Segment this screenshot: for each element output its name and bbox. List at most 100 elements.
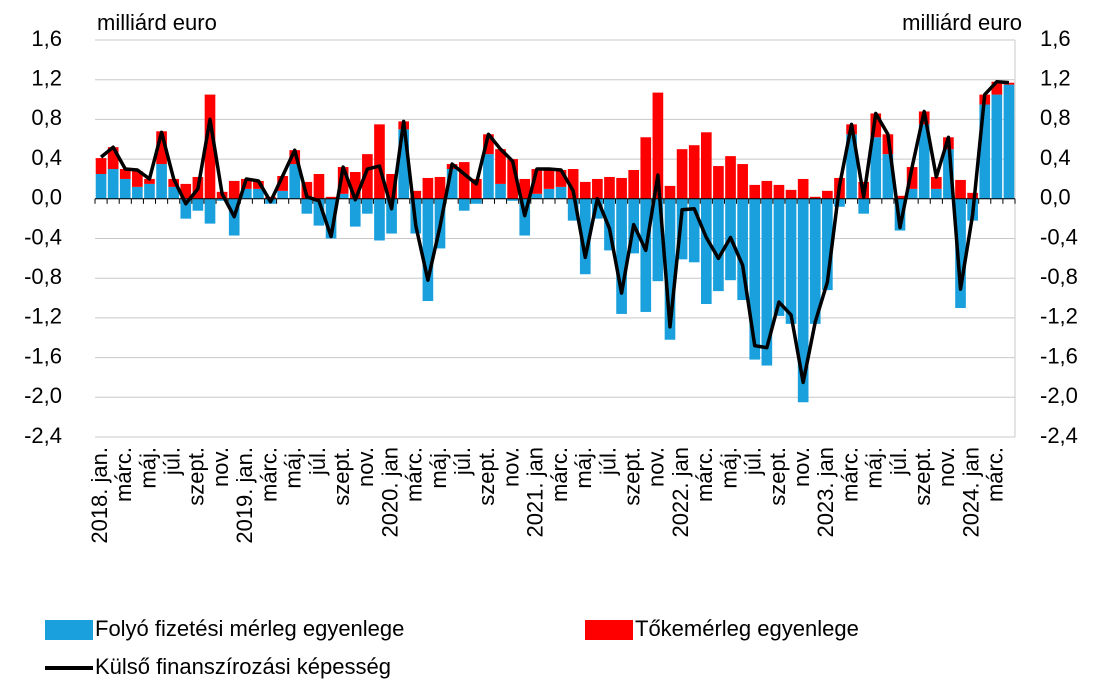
bar [652, 92, 664, 199]
x-tick-label: nov. [789, 447, 814, 487]
bar [192, 198, 204, 211]
bar [337, 167, 349, 194]
x-tick-label: 2024. jan [958, 447, 983, 538]
bar [119, 169, 131, 179]
y-tick-label: -1,6 [24, 343, 62, 368]
x-tick-label: márc. [983, 447, 1008, 502]
x-tick-label: szept. [184, 447, 209, 506]
y2-axis-label: milliárd euro [902, 10, 1022, 35]
bar [470, 178, 482, 199]
bar [737, 164, 748, 199]
bar [301, 198, 313, 214]
bar [1003, 82, 1015, 85]
bar [325, 196, 337, 199]
bar [531, 169, 543, 194]
legend-label: Külső finanszírozási képesség [95, 654, 391, 679]
bar [870, 137, 882, 199]
x-tick-label: nov. [644, 447, 669, 487]
bar [943, 149, 954, 199]
bar [144, 178, 155, 184]
x-tick-label: márc. [402, 447, 427, 502]
bar [640, 198, 652, 312]
bar [180, 198, 192, 219]
bar [362, 198, 373, 214]
x-tick-label: júl. [741, 447, 766, 476]
bar [446, 169, 458, 199]
x-tick-label: márc. [837, 447, 862, 502]
bar [507, 159, 518, 199]
bar [761, 198, 773, 366]
bar [713, 166, 724, 199]
bar [337, 193, 349, 199]
x-tick-label: nov. [208, 447, 233, 487]
bar [822, 190, 833, 199]
y2-tick-label: -2,4 [1040, 423, 1078, 448]
bar [144, 183, 155, 199]
bar [604, 176, 615, 199]
bar [616, 177, 627, 199]
bar [906, 167, 918, 189]
bar [858, 198, 870, 214]
y-tick-label: 0,0 [31, 185, 62, 210]
bar [773, 184, 785, 199]
x-tick-label: nov. [498, 447, 523, 487]
line [99, 79, 1010, 385]
x-tick-label: szept. [910, 447, 935, 506]
bar [434, 176, 446, 199]
bar [313, 198, 325, 226]
x-tick-label: márc. [111, 447, 136, 502]
bar [204, 198, 216, 224]
legend-swatch [45, 620, 93, 640]
bar [688, 145, 700, 199]
bar [519, 178, 531, 199]
bar [967, 192, 978, 199]
x-tick-label: szept. [765, 447, 790, 506]
bar [349, 198, 361, 227]
bar [628, 170, 640, 199]
x-tick-label: márc. [692, 447, 717, 502]
bar [398, 129, 410, 199]
bar [216, 198, 228, 201]
y2-tick-label: -1,2 [1040, 304, 1078, 329]
x-tick-label: nov. [353, 447, 378, 487]
bar [253, 180, 264, 189]
y-tick-label: -0,8 [24, 264, 62, 289]
x-tick-label: szept. [619, 447, 644, 506]
bar [495, 183, 506, 199]
y-tick-label: -2,0 [24, 383, 62, 408]
bar [313, 173, 325, 199]
bar [592, 178, 603, 199]
bar [713, 198, 724, 292]
x-tick-label: máj. [862, 447, 887, 489]
bar [386, 173, 397, 199]
bar [119, 178, 131, 199]
bar [906, 188, 918, 199]
x-tick-label: máj. [571, 447, 596, 489]
bar [797, 198, 809, 403]
y2-tick-label: -0,4 [1040, 224, 1078, 249]
bar [700, 132, 712, 199]
bar [228, 180, 240, 199]
x-tick-label: szept. [474, 447, 499, 506]
bar [991, 94, 1003, 199]
bar [567, 169, 579, 199]
bar [822, 198, 833, 291]
bar [422, 198, 434, 302]
y2-tick-label: -2,0 [1040, 383, 1078, 408]
bar [107, 147, 119, 170]
bar [579, 198, 591, 275]
x-tick-label: júl. [595, 447, 620, 476]
bar [592, 198, 603, 219]
bar [700, 198, 712, 305]
bar [918, 124, 930, 199]
y-tick-label: -2,4 [24, 423, 62, 448]
bar [495, 149, 506, 184]
x-tick-label: nov. [934, 447, 959, 487]
bar [132, 186, 143, 199]
bar [567, 198, 579, 221]
x-tick-label: 2019. jan. [232, 447, 257, 544]
bar [156, 131, 167, 165]
bar [531, 193, 543, 199]
bar [458, 162, 470, 199]
y2-tick-label: 0,4 [1040, 145, 1071, 170]
